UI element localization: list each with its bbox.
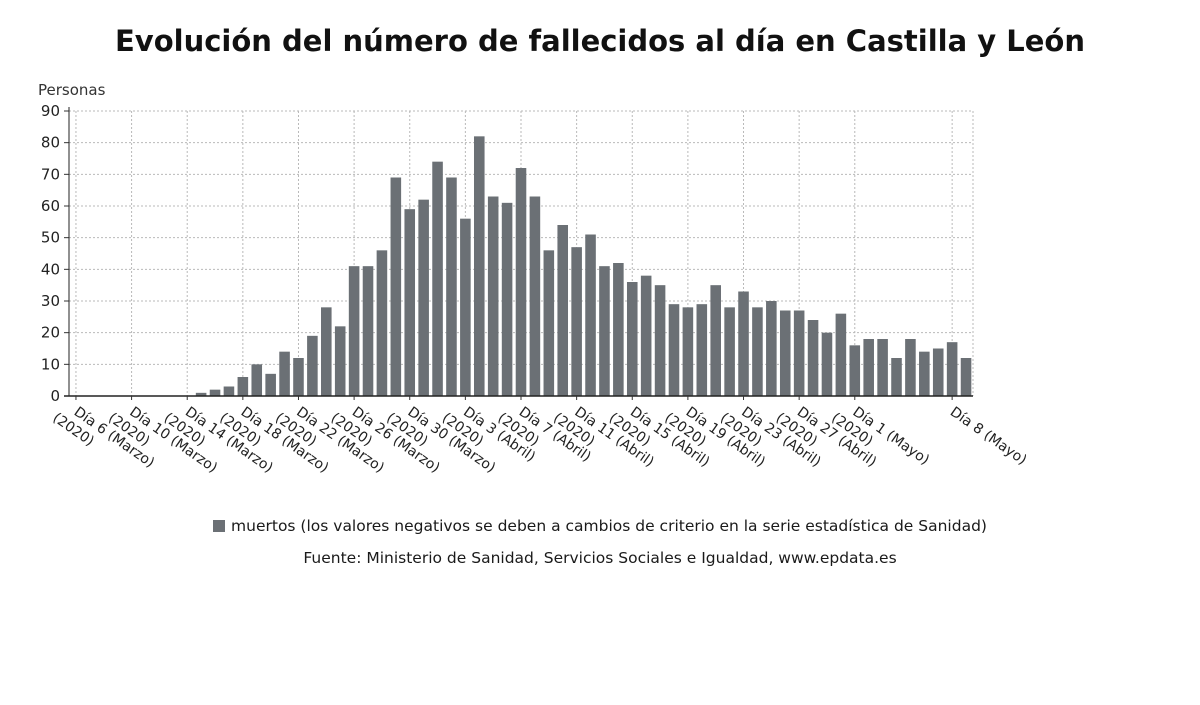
bar [460, 218, 471, 396]
bar [404, 209, 416, 396]
bar [835, 313, 847, 396]
bar [863, 339, 874, 396]
y-tick-label: 80 [41, 134, 60, 152]
bar [752, 307, 763, 396]
bar [293, 358, 304, 396]
bar [613, 263, 624, 396]
bar [571, 247, 582, 396]
bar [487, 196, 499, 396]
y-tick-label: 50 [41, 229, 60, 247]
bar [766, 301, 777, 396]
bar [932, 348, 944, 396]
axes [64, 107, 973, 400]
legend: muertos (los valores negativos se deben … [0, 517, 1200, 535]
y-tick-label: 30 [41, 292, 60, 310]
chart-title: Evolución del número de fallecidos al dí… [115, 24, 1085, 58]
bar [919, 351, 930, 396]
y-tick-label: 40 [41, 260, 60, 278]
bar [626, 282, 638, 396]
bars [195, 136, 972, 397]
bar [501, 202, 513, 396]
legend-label: muertos (los valores negativos se deben … [231, 517, 987, 535]
bar [807, 320, 819, 396]
bar [237, 377, 249, 396]
x-tick-labels: Día 6 (Marzo)(2020) Día 10 (Marzo)(2020) D… [50, 404, 1030, 476]
x-tick-label: Día 8 (Mayo) [947, 404, 1029, 468]
bar [682, 307, 694, 396]
bar [390, 177, 402, 396]
bar [738, 291, 749, 396]
bar [362, 266, 374, 396]
bar [307, 335, 318, 396]
bar [529, 196, 541, 396]
y-tick-label: 90 [41, 102, 60, 120]
bar [348, 266, 360, 396]
bar [821, 332, 833, 396]
bar [515, 168, 527, 396]
y-tick-label: 10 [41, 355, 60, 373]
bar [557, 225, 569, 396]
bar [473, 136, 485, 397]
bar [946, 342, 958, 396]
bar [710, 285, 721, 396]
bar [279, 351, 290, 396]
bar [432, 161, 443, 396]
bar [724, 307, 735, 396]
bar [599, 266, 610, 396]
bar [585, 234, 596, 396]
legend-swatch [213, 520, 226, 532]
bar [793, 310, 805, 396]
bar [668, 304, 680, 396]
y-tick-label: 0 [50, 387, 60, 405]
bar [209, 389, 221, 396]
y-tick-labels: 0 10 20 30 40 50 60 70 80 90 [41, 102, 60, 405]
bar [960, 358, 972, 396]
bar [640, 275, 652, 396]
source-note: Fuente: Ministerio de Sanidad, Servicios… [303, 549, 897, 567]
bar [418, 199, 429, 396]
y-axis-title: Personas [38, 81, 106, 99]
bar [779, 310, 791, 396]
bar [265, 373, 276, 396]
y-tick-label: 60 [41, 197, 60, 215]
bar [654, 285, 666, 396]
bar [877, 339, 888, 396]
bar [334, 326, 346, 396]
bar [321, 307, 332, 396]
bar [696, 304, 708, 396]
bar [543, 250, 555, 396]
bar [891, 358, 902, 396]
bar [376, 250, 388, 396]
bar [223, 386, 235, 396]
bar [195, 392, 207, 396]
x-tick-label-group: Día 8 (Mayo) [947, 404, 1029, 468]
y-tick-label: 70 [41, 165, 60, 183]
bar [251, 364, 263, 396]
bar [446, 177, 457, 396]
y-tick-label: 20 [41, 324, 60, 342]
bar [905, 339, 916, 396]
bar [849, 345, 861, 396]
